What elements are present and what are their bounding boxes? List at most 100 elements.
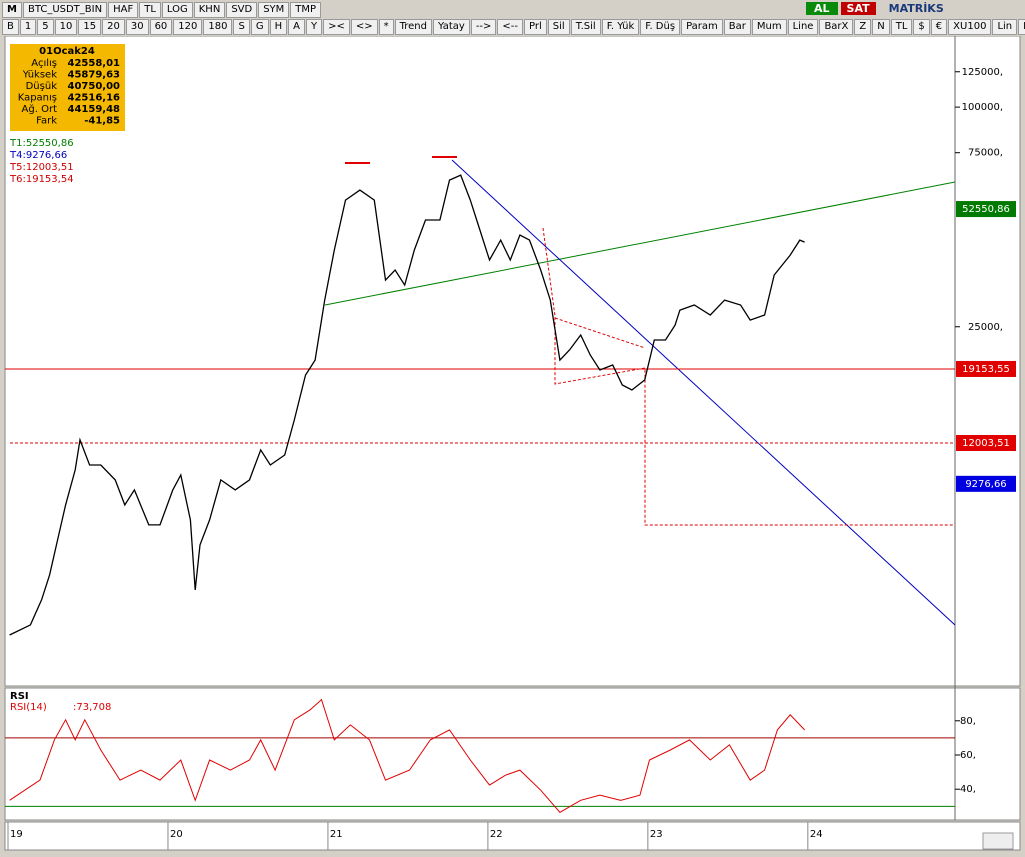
toolbar-button[interactable]: <> (350, 19, 378, 35)
toolbar-button[interactable]: 15 (78, 19, 102, 35)
toolbar-button[interactable]: H (269, 19, 288, 35)
y-tick-label: 60, (960, 750, 976, 761)
sell-button[interactable]: SAT (840, 2, 876, 15)
x-tick-label: 24 (810, 829, 823, 840)
toolbar-button[interactable]: Line (787, 19, 819, 35)
trend-label: T6:19153,54 (9, 174, 74, 185)
toolbar-button[interactable]: Prl (524, 19, 547, 35)
toolbar-button[interactable]: 1 (19, 19, 37, 35)
y-tick-label: 125000, (962, 67, 1003, 78)
toolbar-button[interactable]: TMP (290, 2, 322, 18)
price-tag (956, 201, 1016, 218)
toolbar-bottom: B 1 5 10 15 20 30 60 120 180 S G H A Y >< <> * Trend Yatay -… (2, 19, 1025, 35)
info-value: 42516,16 (67, 93, 120, 104)
toolbar-right: AL SAT MATRİKS (806, 2, 954, 15)
toolbar-button[interactable]: Z (854, 19, 872, 35)
info-value: 45879,63 (67, 70, 120, 81)
toolbar-button[interactable]: F. Yük (601, 19, 640, 35)
toolbar-button[interactable]: Yatay (432, 19, 470, 35)
rsi-last: :73,708 (73, 702, 111, 713)
price-line (9, 174, 805, 636)
rsi-title: RSI (10, 691, 29, 702)
toolbar-button[interactable]: F. Düş (640, 19, 681, 35)
toolbar-button[interactable]: 10 (54, 19, 78, 35)
y-tick-label: 80, (960, 716, 976, 727)
trend-label: T1:52550,86 (9, 138, 74, 149)
toolbar-button[interactable]: BarX (819, 19, 854, 35)
x-tick-label: 20 (170, 829, 183, 840)
toolbar-button[interactable]: HAF (108, 2, 139, 18)
toolbar-button[interactable]: * (378, 19, 394, 35)
toolbar-button[interactable]: 120 (173, 19, 203, 35)
toolbar-button[interactable]: N (872, 19, 890, 35)
toolbar-button[interactable]: Bar (723, 19, 751, 35)
price-tag (956, 435, 1016, 452)
toolbar-button[interactable]: BTC_USDT_BIN (22, 2, 108, 18)
toolbar-button[interactable]: Log (1018, 19, 1025, 35)
info-label: Düşük (26, 81, 58, 92)
toolbar-button[interactable]: Lin (992, 19, 1018, 35)
toolbar-button[interactable]: Param (681, 19, 723, 35)
rsi-name: RSI(14) (10, 702, 47, 713)
trend-label: T4:9276,66 (9, 150, 67, 161)
toolbar-button[interactable]: Y (305, 19, 323, 35)
toolbar-button[interactable]: Sil (547, 19, 570, 35)
info-value: -41,85 (84, 116, 120, 127)
price-tag-label: 9276,66 (965, 479, 1006, 490)
refresh-button[interactable] (982, 832, 1014, 850)
price-pane (4, 36, 1021, 687)
price-tag (956, 475, 1016, 492)
info-date: 01Ocak24 (39, 46, 95, 57)
trend-line (451, 159, 956, 626)
info-label: Yüksek (22, 70, 57, 81)
info-value: 40750,00 (67, 81, 120, 92)
x-axis-pane (4, 821, 1021, 851)
price-tag-label: 19153,55 (962, 364, 1010, 375)
toolbar-button[interactable]: 180 (203, 19, 233, 35)
y-tick-label: 40, (960, 784, 976, 795)
rsi-pane (4, 687, 1021, 821)
trend-label: T5:12003,51 (9, 162, 74, 173)
toolbar-button[interactable]: 5 (37, 19, 54, 35)
toolbar-button[interactable]: 20 (102, 19, 125, 35)
toolbar-button[interactable]: S (233, 19, 250, 35)
toolbar-button[interactable]: SYM (258, 2, 290, 18)
info-label: Açılış (31, 58, 57, 69)
toolbar-button[interactable]: KHN (193, 2, 226, 18)
toolbar-button[interactable]: TL (890, 19, 913, 35)
price-tag (956, 360, 1016, 377)
price-tag-label: 12003,51 (962, 438, 1010, 449)
buy-button[interactable]: AL (806, 2, 838, 15)
x-tick-label: 23 (650, 829, 663, 840)
info-label: Ağ. Ort (22, 103, 58, 115)
trend-line (324, 181, 956, 306)
toolbar-button[interactable]: G (250, 19, 269, 35)
toolbar-button[interactable]: SVD (226, 2, 258, 18)
toolbar-button[interactable]: Mum (751, 19, 787, 35)
price-tag-label: 52550,86 (962, 204, 1010, 215)
toolbar-button[interactable]: $ (913, 19, 930, 35)
info-value: 42558,01 (67, 58, 120, 69)
fib-lines (542, 227, 955, 526)
x-tick-label: 21 (330, 829, 343, 840)
toolbar-button[interactable]: A (288, 19, 305, 35)
toolbar-button[interactable]: T.Sil (570, 19, 601, 35)
toolbar-button[interactable]: XU100 (948, 19, 992, 35)
toolbar-button[interactable]: TL (139, 2, 161, 18)
toolbar-button[interactable]: Trend (394, 19, 432, 35)
toolbar-button[interactable]: >< (323, 19, 350, 35)
toolbar-button[interactable]: 30 (125, 19, 149, 35)
toolbar-button[interactable]: 60 (149, 19, 173, 35)
info-label: Fark (36, 116, 57, 127)
toolbar-button[interactable]: M (2, 2, 22, 18)
toolbar-button[interactable]: B (2, 19, 19, 35)
rsi-line (9, 698, 805, 813)
toolbar-button[interactable]: --> (470, 19, 497, 35)
toolbar-button[interactable]: <-- (497, 19, 524, 35)
toolbar-button[interactable]: LOG (161, 2, 193, 18)
y-tick-label: 25000, (968, 322, 1003, 333)
toolbar-button[interactable]: € (930, 19, 948, 35)
brand: MATRİKS (888, 2, 944, 15)
fib-lines (554, 317, 646, 349)
